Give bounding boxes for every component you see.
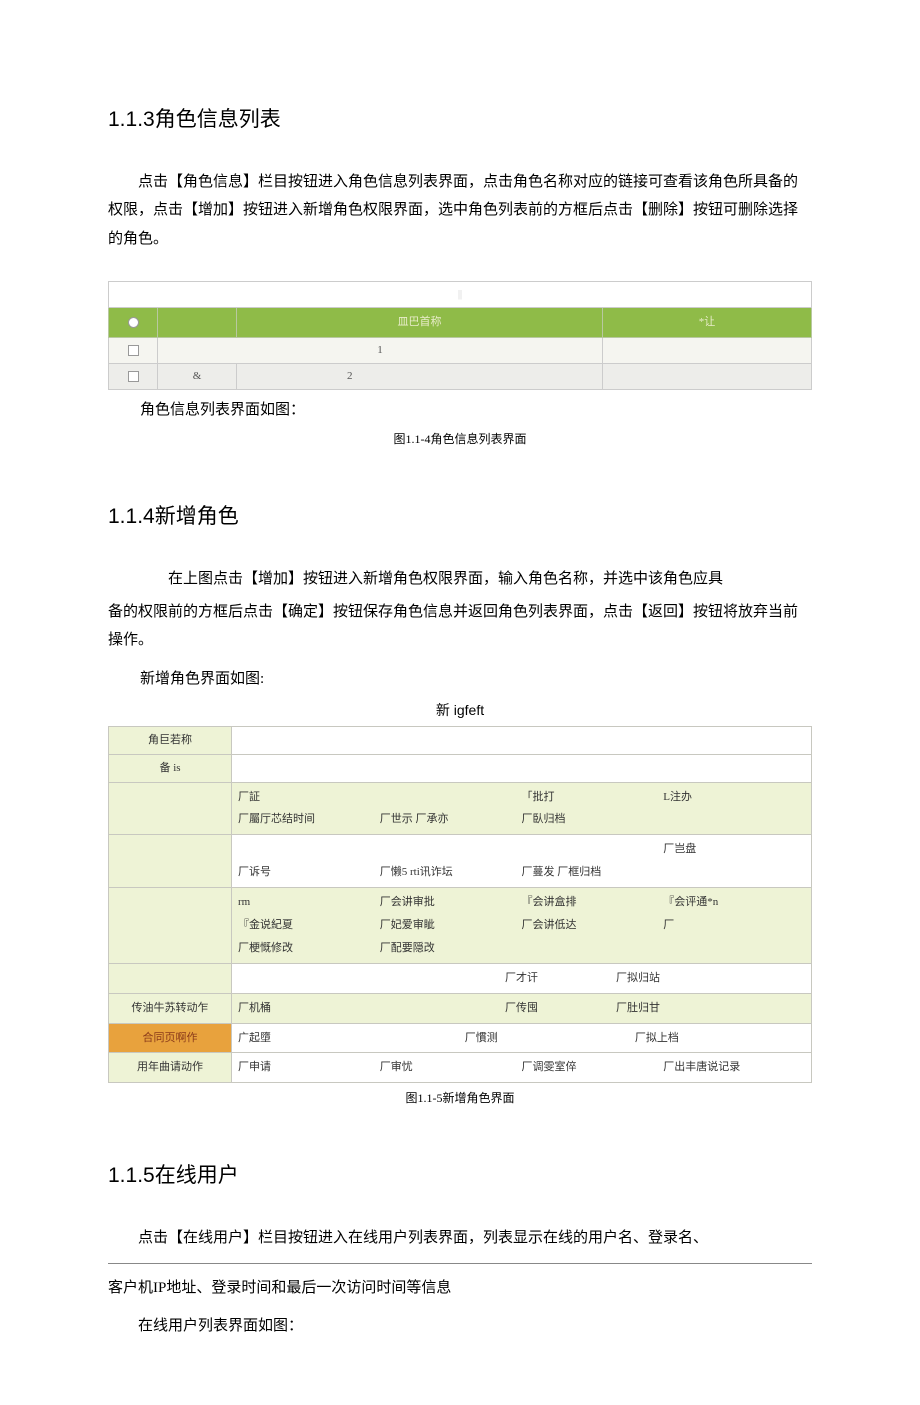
t2-r7-val: 厂机桶 厂传囤 厂肚归甘 [232, 993, 812, 1023]
t2-c[interactable]: 厂审忧 [380, 1056, 522, 1079]
t2-r4-val: 厂岂盘 厂诉号 厂懒5 rti讯诈坛 厂蔓发 厂框归档 [232, 835, 812, 888]
table1-r2-chk[interactable] [109, 364, 158, 390]
t2-c[interactable]: 厂慣测 [465, 1027, 635, 1050]
t2-c[interactable]: 厂 [663, 914, 805, 937]
t2-c[interactable] [238, 967, 427, 990]
t2-c[interactable]: 厂肚归甘 [616, 997, 805, 1020]
t2-r1-val[interactable] [232, 726, 812, 754]
t2-c[interactable] [663, 861, 805, 884]
fig-title-115: 新 igfeft [108, 697, 812, 724]
t2-r3-val: 厂証 「批打 L注办 厂屬厅芯结时间 厂世示 厂承亦 厂臥归档 [232, 782, 812, 835]
t2-c[interactable]: 厂梗慨修改 [238, 937, 380, 960]
heading-113: 1.1.3角色信息列表 [108, 100, 812, 140]
t2-c[interactable]: 厂诉号 [238, 861, 380, 884]
table1-r1-op [603, 338, 812, 364]
t2-c[interactable]: 厂世示 厂承亦 [380, 808, 522, 831]
table1-r2-idx: 2 [237, 364, 603, 390]
t2-c[interactable]: 厂配要隠改 [380, 937, 522, 960]
para-115-b2: 客户机IP地址、登录时间和最后一次访问时间等信息 [108, 1274, 812, 1303]
t2-r7-lbl: 传油牛苏转动乍 [109, 993, 232, 1023]
t2-c[interactable]: 厂懒5 rti讯诈坛 [380, 861, 522, 884]
t2-c[interactable]: rm [238, 891, 380, 914]
table1-r2-a: & [158, 364, 237, 390]
t2-c[interactable]: 厂机桶 [238, 997, 427, 1020]
t2-c[interactable]: 厂岂盘 [663, 838, 805, 861]
para-115-b3: 在线用户列表界面如图： [108, 1312, 812, 1341]
t2-r6-val: 厂才讦 厂拟归站 [232, 963, 812, 993]
table1-r1-idx: 1 [158, 338, 603, 364]
para-113-after: 角色信息列表界面如图： [108, 396, 812, 425]
para-114-b2: 备的权限前的方框后点击【确定】按钮保存角色信息并返回角色列表界面，点击【返回】按… [108, 598, 812, 655]
t2-c[interactable]: 厂会讲低达 [522, 914, 664, 937]
new-role-table: 角巨若称 备 is 厂証 「批打 L注办 厂屬厅芯结时间 厂世示 厂承亦 厂臥归… [108, 726, 812, 1084]
table1-hdr-blank [158, 308, 237, 338]
para-114-b1: 在上图点击【增加】按钮进入新增角色权限界面，输入角色名称，并选中该角色应具 [108, 565, 812, 594]
t2-c[interactable]: 广起墮 [238, 1027, 465, 1050]
t2-r4-lbl [109, 835, 232, 888]
t2-c[interactable]: 『会讲盒排 [522, 891, 664, 914]
t2-c[interactable]: L注办 [663, 786, 805, 809]
t2-c[interactable] [522, 838, 664, 861]
t2-c[interactable]: 厂屬厅芯结时间 [238, 808, 380, 831]
t2-r5-val: rm 厂会讲审批 『会讲盒排 『会评通*n 『金说紀夏 厂妃爱审眦 厂会讲低达 … [232, 888, 812, 964]
t2-c[interactable] [663, 808, 805, 831]
t2-c[interactable] [522, 937, 664, 960]
t2-c[interactable]: 厂申请 [238, 1056, 380, 1079]
t2-c[interactable]: 厂臥归档 [522, 808, 664, 831]
section-separator [108, 1263, 812, 1264]
t2-c[interactable] [238, 838, 380, 861]
t2-r2-val[interactable] [232, 754, 812, 782]
t2-c[interactable]: 厂才讦 [427, 967, 616, 990]
heading-115: 1.1.5在线用户 [108, 1156, 812, 1196]
table1-r1-chk[interactable] [109, 338, 158, 364]
t2-c[interactable]: 厂会讲审批 [380, 891, 522, 914]
t2-c[interactable]: 厂调雯室倅 [522, 1056, 664, 1079]
caption-115-fig: 图1.1-5新增角色界面 [108, 1087, 812, 1110]
t2-r6-lbl [109, 963, 232, 993]
t2-c[interactable]: 「批打 [522, 786, 664, 809]
t2-r8-val: 广起墮 厂慣测 厂拟上档 [232, 1023, 812, 1053]
t2-c[interactable]: 厂传囤 [427, 997, 616, 1020]
t2-c[interactable]: 厂拟归站 [616, 967, 805, 990]
t2-r8-lbl: 合同页啊作 [109, 1023, 232, 1053]
table1-r2-op [603, 364, 812, 390]
table1-hdr-op: *让 [603, 308, 812, 338]
table1-toolbar: || [109, 282, 812, 308]
t2-c[interactable]: 厂蔓发 厂框归档 [522, 861, 664, 884]
t2-r9-val: 厂申请 厂审忧 厂调雯室倅 厂出丰唐说记录 [232, 1053, 812, 1083]
t2-c[interactable]: 厂妃爱审眦 [380, 914, 522, 937]
para-115-b1: 点击【在线用户】栏目按钮进入在线用户列表界面，列表显示在线的用户名、登录名、 [108, 1224, 812, 1253]
t2-c[interactable]: 『金说紀夏 [238, 914, 380, 937]
t2-c[interactable] [380, 786, 522, 809]
t2-c[interactable]: 厂拟上档 [635, 1027, 805, 1050]
t2-c[interactable] [380, 838, 522, 861]
t2-c[interactable]: 厂出丰唐说记录 [663, 1056, 805, 1079]
para-113-body: 点击【角色信息】栏目按钮进入角色信息列表界面，点击角色名称对应的链接可查看该角色… [108, 168, 812, 254]
t2-r9-lbl: 用年曲请动作 [109, 1053, 232, 1083]
t2-c[interactable] [663, 937, 805, 960]
t2-r3-lbl [109, 782, 232, 835]
table1-hdr-check [109, 308, 158, 338]
para-114-b3: 新增角色界面如图: [108, 665, 812, 694]
t2-r5-lbl [109, 888, 232, 964]
t2-r1-lbl: 角巨若称 [109, 726, 232, 754]
t2-r2-lbl: 备 is [109, 754, 232, 782]
caption-114-fig: 图1.1-4角色信息列表界面 [108, 428, 812, 451]
heading-114: 1.1.4新增角色 [108, 497, 812, 537]
table1-hdr-name: 皿巴首称 [237, 308, 603, 338]
t2-c[interactable]: 厂証 [238, 786, 380, 809]
t2-c[interactable]: 『会评通*n [663, 891, 805, 914]
role-info-table: || 皿巴首称 *让 1 & 2 [108, 281, 812, 390]
